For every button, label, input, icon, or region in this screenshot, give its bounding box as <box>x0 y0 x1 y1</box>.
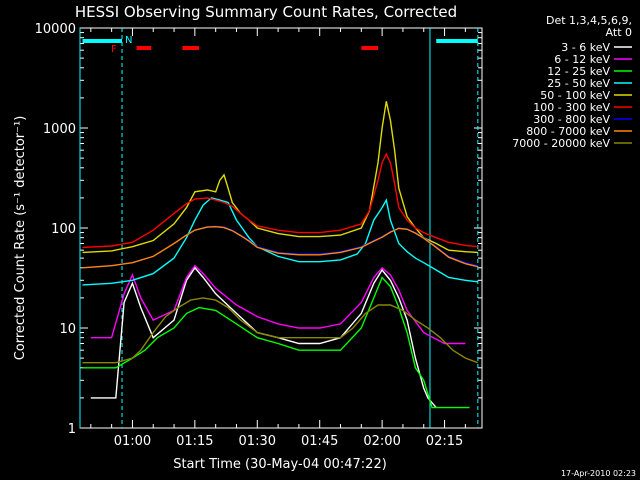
y-tick-label: 1 <box>68 422 76 437</box>
x-tick-label: 02:15 <box>426 434 463 449</box>
saa-label: N <box>125 35 132 46</box>
series-line-5 <box>82 152 478 249</box>
legend-entry-label: 50 - 100 keV <box>540 89 610 102</box>
legend-header: Att 0 <box>606 26 632 39</box>
y-tick-label: 10 <box>59 322 76 337</box>
y-axis-label: Corrected Count Rate (s⁻¹ detector⁻¹) <box>13 116 28 361</box>
series-line-2 <box>82 276 470 409</box>
legend-entry-label: 3 - 6 keV <box>561 41 610 54</box>
legend-entry-label: 300 - 800 keV <box>533 113 610 126</box>
legend-entry-label: 100 - 300 keV <box>533 101 610 114</box>
series-line-4 <box>82 101 478 254</box>
saa-bar <box>82 39 123 43</box>
plot-area: 1 10 100 1000 10000 01:00 01:15 01:30 01:45 02:00… <box>35 22 483 449</box>
y-tick-label: 10000 <box>35 22 76 37</box>
flare-bar <box>361 46 378 50</box>
flare-bar <box>182 46 200 50</box>
saa-bar <box>436 39 478 43</box>
x-tick-label: 01:30 <box>239 434 276 449</box>
legend-entry-label: 800 - 7000 keV <box>526 125 610 138</box>
chart-title: HESSI Observing Summary Count Rates, Cor… <box>75 3 457 21</box>
x-tick-label: 01:45 <box>301 434 338 449</box>
legend-entry-label: 12 - 25 keV <box>547 65 610 78</box>
legend-header: Det 1,3,4,5,6,9, <box>546 14 632 27</box>
x-axis-label: Start Time (30-May-04 00:47:22) <box>173 457 387 472</box>
y-tick-label: 100 <box>51 222 76 237</box>
x-tick-label: 01:00 <box>114 434 151 449</box>
footer-date: 17-Apr-2010 02:23 <box>561 469 636 478</box>
flare-label: F <box>111 44 117 55</box>
x-tick-label: 01:15 <box>176 434 213 449</box>
legend-entry-label: 6 - 12 keV <box>554 53 610 66</box>
series-line-7 <box>82 225 478 269</box>
legend-entry-label: 25 - 50 keV <box>547 77 610 90</box>
series-line-8 <box>82 297 479 364</box>
legend-entry-label: 7000 - 20000 keV <box>512 137 610 150</box>
flare-bar <box>136 46 152 50</box>
x-tick-label: 02:00 <box>363 434 400 449</box>
y-tick-label: 1000 <box>43 122 76 137</box>
series-line-1 <box>90 264 466 345</box>
